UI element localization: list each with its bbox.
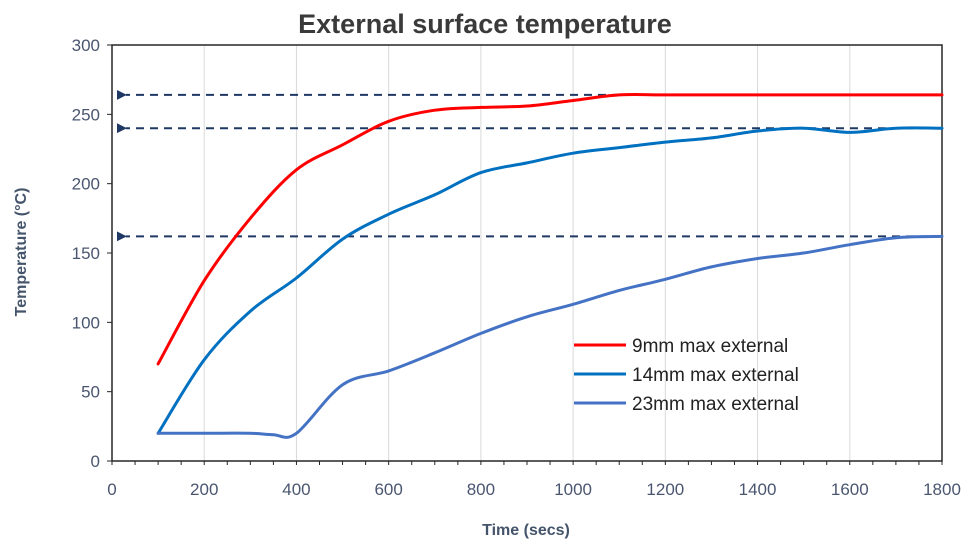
legend: 9mm max external 14mm max external 23mm ma… (574, 336, 799, 415)
y-tick-label: 250 (72, 105, 100, 124)
y-tick-labels: 0 50 100 150 200 250 300 (72, 36, 100, 471)
legend-label-0: 9mm max external (632, 336, 788, 357)
y-tick-label: 300 (72, 36, 100, 55)
y-tick-label: 150 (72, 244, 100, 263)
x-tick-label: 1200 (646, 480, 684, 499)
y-tick-label: 200 (72, 175, 100, 194)
y-axis-label: Temperature (°C) (13, 188, 30, 317)
x-tick-label: 600 (374, 480, 402, 499)
x-tick-label: 1000 (554, 480, 592, 499)
series-line-0 (156, 93, 944, 366)
y-tick-label: 100 (72, 313, 100, 332)
reference-arrows (116, 89, 942, 242)
x-tick-label: 1400 (739, 480, 777, 499)
grid-lines (203, 45, 943, 461)
series-line-1 (156, 126, 944, 435)
series-lines (156, 93, 944, 439)
x-tick-label: 800 (467, 480, 495, 499)
x-tick-label: 200 (190, 480, 218, 499)
legend-label-2: 23mm max external (632, 394, 799, 415)
x-tick-label: 0 (107, 480, 116, 499)
axes (107, 44, 943, 465)
y-tick-label: 0 (91, 452, 100, 471)
y-tick-label: 50 (81, 383, 100, 402)
x-tick-label: 1800 (923, 480, 961, 499)
x-tick-label: 400 (282, 480, 310, 499)
x-tick-labels: 0 200 400 600 800 1000 1200 1400 1600 1800 (107, 480, 961, 499)
legend-label-1: 14mm max external (632, 365, 799, 386)
chart-title: External surface temperature (298, 9, 672, 39)
series-line-2 (156, 234, 944, 439)
x-tick-label: 1600 (831, 480, 869, 499)
x-axis-label: Time (secs) (482, 522, 570, 539)
